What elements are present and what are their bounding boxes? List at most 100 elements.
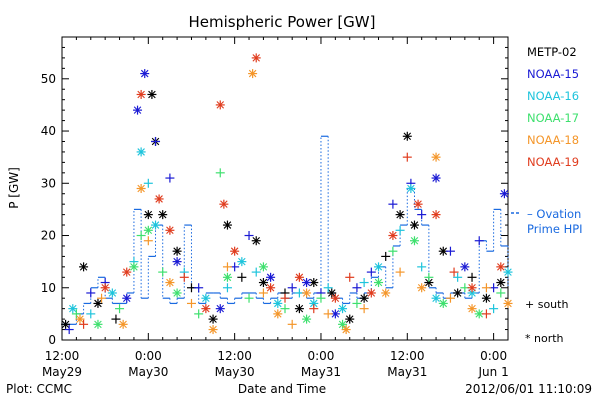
noaa-18-north-point (118, 319, 128, 329)
noaa-19-north-point (251, 53, 261, 63)
noaa-17-south-point (71, 309, 81, 319)
noaa-19-north-point (294, 272, 304, 282)
noaa-16-south-point (395, 225, 405, 235)
noaa-16-north-point (151, 220, 161, 230)
metp-02-north-point (402, 131, 412, 141)
noaa-16-north-point (107, 288, 117, 298)
noaa-19-south-point (449, 267, 459, 277)
noaa-15-north-point (302, 278, 312, 288)
noaa-18-north-point (381, 288, 391, 298)
noaa-16-north-point (201, 293, 211, 303)
noaa-15-south-point (474, 236, 484, 246)
noaa-17-south-point (115, 304, 125, 314)
noaa-16-north-point (338, 304, 348, 314)
chart-title: Hemispheric Power [GW] (189, 13, 376, 31)
noaa-15-south-point (287, 283, 297, 293)
noaa-16-north-point (503, 267, 513, 277)
noaa-17-north-point (222, 272, 232, 282)
noaa-17-north-point (143, 225, 153, 235)
legend-south-marker: + south (525, 298, 568, 311)
metp-02-north-point (79, 262, 89, 272)
noaa-18-south-point (222, 262, 232, 272)
metp-02-north-point (345, 314, 355, 324)
metp-02-north-point (438, 246, 448, 256)
noaa-15-south-point (194, 283, 204, 293)
noaa-19-south-point (79, 319, 89, 329)
y-tick-label: 20 (41, 229, 56, 243)
noaa-16-north-point (68, 304, 78, 314)
noaa-18-south-point (395, 267, 405, 277)
noaa-16-south-point (359, 278, 369, 288)
x-tick-label-time: 12:00 (45, 349, 80, 363)
metp-02-north-point (93, 298, 103, 308)
metp-02-north-point (395, 210, 405, 220)
noaa-15-south-point (366, 267, 376, 277)
noaa-18-north-point (208, 325, 218, 335)
noaa-15-south-point (151, 136, 161, 146)
noaa-16-south-point (143, 178, 153, 188)
noaa-16-north-point (431, 293, 441, 303)
x-tick-label-time: 0:00 (135, 349, 162, 363)
noaa-19-north-point (388, 231, 398, 241)
noaa-16-south-point (251, 267, 261, 277)
noaa-17-north-point (93, 319, 103, 329)
noaa-18-north-point (165, 278, 175, 288)
noaa-17-south-point (215, 168, 225, 178)
plot-frame (61, 36, 509, 341)
noaa-17-south-point (388, 246, 398, 256)
metp-02-south-point (111, 314, 121, 324)
x-tick-label-date: May30 (128, 365, 168, 379)
noaa-19-north-point (165, 225, 175, 235)
noaa-16-south-point (323, 283, 333, 293)
footer-plot-source: Plot: CCMC (6, 382, 72, 396)
metp-02-north-point (172, 246, 182, 256)
metp-02-north-point (496, 278, 506, 288)
noaa-16-north-point (309, 298, 319, 308)
noaa-17-north-point (374, 278, 384, 288)
noaa-15-north-point (499, 189, 509, 199)
legend-ovation-label-line2: Prime HPI (527, 222, 583, 236)
noaa-15-south-point (352, 283, 362, 293)
legend-item-noaa-15: NOAA-15 (527, 67, 579, 81)
noaa-19-north-point (431, 210, 441, 220)
y-tick-label: 50 (41, 72, 56, 86)
x-tick-label-time: 12:00 (390, 349, 425, 363)
noaa-18-north-point (417, 283, 427, 293)
noaa-15-north-point (460, 262, 470, 272)
noaa-17-north-point (338, 319, 348, 329)
noaa-19-north-point (266, 283, 276, 293)
noaa-17-south-point (136, 231, 146, 241)
legend-ovation-label-line1: – Ovation (527, 207, 581, 221)
legend-item-metp-02: METP-02 (527, 45, 577, 59)
noaa-19-north-point (215, 100, 225, 110)
noaa-15-north-point (122, 293, 132, 303)
noaa-19-north-point (366, 288, 376, 298)
noaa-16-south-point (86, 309, 96, 319)
noaa-17-south-point (316, 293, 326, 303)
metp-02-north-point (294, 304, 304, 314)
noaa-18-north-point (431, 152, 441, 162)
y-tick-label: 0 (48, 333, 56, 347)
footer-timestamp: 2012/06/01 11:10:09 (465, 382, 592, 396)
noaa-19-north-point (330, 293, 340, 303)
noaa-15-north-point (140, 69, 150, 79)
metp-02-north-point (61, 319, 71, 329)
noaa-18-south-point (186, 298, 196, 308)
noaa-18-south-point (445, 293, 455, 303)
noaa-19-north-point (122, 267, 132, 277)
y-tick-label: 10 (41, 281, 56, 295)
noaa-17-south-point (194, 309, 204, 319)
noaa-18-south-point (323, 309, 333, 319)
noaa-16-south-point (453, 272, 463, 282)
noaa-18-south-point (258, 288, 268, 298)
x-tick-label-time: 12:00 (217, 349, 252, 363)
noaa-16-north-point (273, 298, 283, 308)
noaa-15-south-point (64, 325, 74, 335)
metp-02-north-point (327, 288, 337, 298)
legend-item-noaa-18: NOAA-18 (527, 133, 579, 147)
x-axis-label: Date and Time (238, 382, 326, 396)
noaa-15-south-point (244, 231, 254, 241)
x-tick-label-time: 0:00 (307, 349, 334, 363)
